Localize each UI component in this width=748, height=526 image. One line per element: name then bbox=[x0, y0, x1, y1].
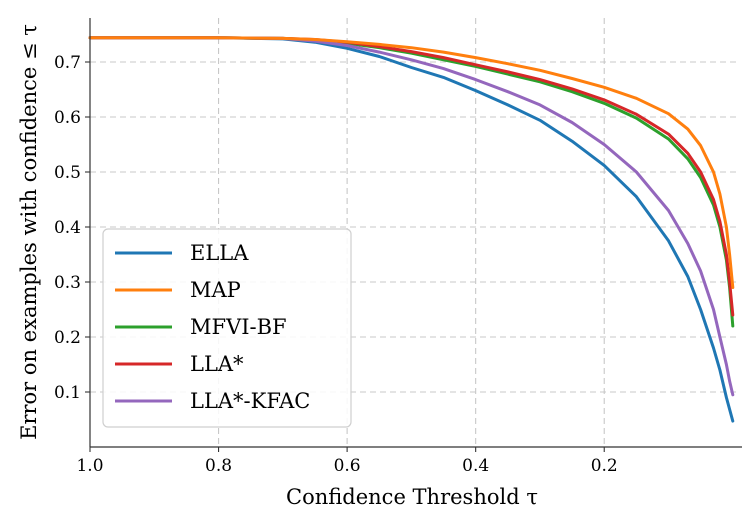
legend-label-mfvi-bf: MFVI-BF bbox=[190, 315, 287, 339]
x-tick-label: 1.0 bbox=[76, 456, 103, 476]
series-lines bbox=[88, 36, 735, 423]
y-tick-label: 0.2 bbox=[54, 328, 81, 348]
legend-label-map: MAP bbox=[190, 278, 241, 302]
y-tick-label: 0.4 bbox=[54, 218, 81, 238]
y-tick-label: 0.6 bbox=[54, 108, 81, 128]
y-ticks: 0.1 0.2 0.3 0.4 0.5 0.6 0.7 bbox=[54, 53, 90, 403]
legend-label-lla-kfac: LLA*-KFAC bbox=[190, 389, 310, 413]
x-tick-label: 0.6 bbox=[334, 456, 361, 476]
legend-frame bbox=[102, 228, 352, 428]
legend-label-ella: ELLA bbox=[190, 241, 249, 265]
axes bbox=[89, 18, 742, 448]
y-tick-label: 0.7 bbox=[54, 53, 81, 73]
x-tick-label: 0.8 bbox=[205, 456, 232, 476]
x-tick-label: 0.4 bbox=[462, 456, 489, 476]
x-tick-label: 0.2 bbox=[591, 456, 618, 476]
legend-label-lla: LLA* bbox=[190, 352, 244, 376]
x-ticks: 1.0 0.8 0.6 0.4 0.2 bbox=[76, 447, 618, 476]
series-line-map bbox=[88, 36, 735, 289]
y-tick-label: 0.3 bbox=[54, 273, 81, 293]
legend: ELLA MAP MFVI-BF LLA* LLA*-KFAC bbox=[102, 228, 352, 428]
x-axis-label: Confidence Threshold τ bbox=[286, 485, 538, 509]
y-axis-label: Error on examples with confidence ≤ τ bbox=[17, 24, 41, 440]
y-tick-label: 0.1 bbox=[54, 383, 81, 403]
legend-items: ELLA MAP MFVI-BF LLA* LLA*-KFAC bbox=[115, 241, 310, 413]
y-tick-label: 0.5 bbox=[54, 163, 81, 183]
